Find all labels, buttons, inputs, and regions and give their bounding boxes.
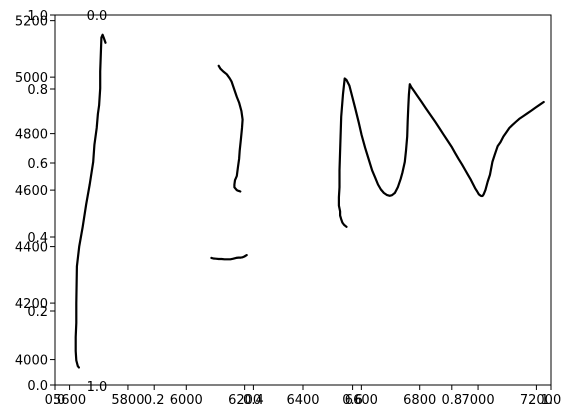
y-tick-label: 4200 bbox=[15, 297, 48, 312]
x-tick-label: 6600 bbox=[345, 393, 378, 408]
data-axes: 5600 5800 6000 6200 6400 6600 6800 7000 7200 4000… bbox=[15, 15, 553, 408]
overlay-x-tick-label: 1.0 bbox=[541, 393, 562, 408]
overlay-bottom-label: 1.0 bbox=[87, 380, 108, 395]
series-line-1 bbox=[74, 33, 107, 369]
series-line-4 bbox=[337, 77, 545, 228]
overlay-axes: 0.0 0.2 0.4 0.6 0.8 1.0 0.0 0.2 0.4 0.6 0.8 1.0 0.0 1… bbox=[27, 9, 561, 408]
overlay-y-tick-label: 0.4 bbox=[27, 231, 48, 246]
series-line-3 bbox=[210, 254, 248, 261]
y-tick-label: 4400 bbox=[15, 241, 48, 256]
y-tick-label: 5200 bbox=[15, 15, 48, 30]
overlay-y-tick-label: 0.6 bbox=[27, 157, 48, 172]
overlay-y-tick-label: 0.8 bbox=[27, 83, 48, 98]
overlay-x-tick-label: 0.2 bbox=[144, 393, 165, 408]
y-tick-label: 4000 bbox=[15, 354, 48, 369]
overlay-top-label: 0.0 bbox=[87, 9, 108, 24]
x-tick-label: 7000 bbox=[462, 393, 495, 408]
overlay-y-tick-label: 1.0 bbox=[27, 9, 48, 24]
overlay-y-tick-label: 0.0 bbox=[27, 379, 48, 394]
overlay-x-tick-label: 0.6 bbox=[342, 393, 363, 408]
x-tick-label: 6000 bbox=[170, 393, 203, 408]
x-tick-label: 7200 bbox=[520, 393, 553, 408]
x-tick-label: 6400 bbox=[286, 393, 319, 408]
overlay-x-tick-label: 0.8 bbox=[441, 393, 462, 408]
x-tick-label: 6800 bbox=[403, 393, 436, 408]
y-tick-label: 5000 bbox=[15, 71, 48, 86]
y-tick-label: 4600 bbox=[15, 184, 48, 199]
x-tick-label: 5800 bbox=[111, 393, 144, 408]
overlay-x-tick-label: 0.4 bbox=[243, 393, 264, 408]
overlay-x-tick-label: 0.0 bbox=[45, 393, 66, 408]
x-tick-label: 6200 bbox=[228, 393, 261, 408]
y-tick-label: 4800 bbox=[15, 128, 48, 143]
plot-frame bbox=[54, 14, 552, 386]
overlay-y-tick-label: 0.2 bbox=[27, 305, 48, 320]
x-tick-label: 5600 bbox=[53, 393, 86, 408]
series-line-2 bbox=[217, 64, 244, 193]
